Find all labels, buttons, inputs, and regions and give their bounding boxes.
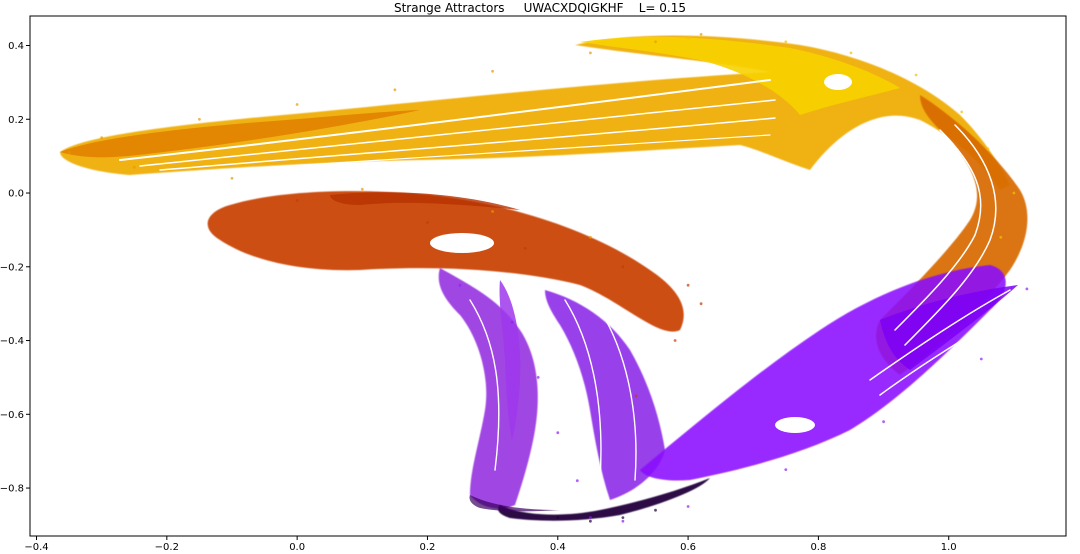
scatter-point-s3-7 xyxy=(686,505,690,508)
scatter-point-s1-6 xyxy=(1012,191,1016,195)
attractor-gap-upper-3 xyxy=(159,117,776,171)
attractor-band-middle-upper-ridge xyxy=(330,192,520,210)
scatter-point-s1-1 xyxy=(784,40,788,44)
scatter-point-s0-10 xyxy=(230,176,234,180)
scatter-point-s0-0 xyxy=(699,33,703,36)
scatter-point-s0-9 xyxy=(132,165,136,169)
scatter-point-s3-6 xyxy=(621,519,625,523)
x-tick-label-6: 0.8 xyxy=(810,542,826,553)
scatter-point-s2-2 xyxy=(523,246,527,250)
y-tick-label-2: 0.0 xyxy=(8,189,24,200)
chart-title: Strange Attractors UWACXDQIGKHF L= 0.15 xyxy=(393,1,687,15)
scatter-point-s0-13 xyxy=(589,235,592,239)
y-tick-label-0: 0.4 xyxy=(8,41,24,52)
attractor-band-lower-left-fingers xyxy=(545,290,665,500)
scatter-point-s3-9 xyxy=(882,420,885,424)
attractor-gap-lower-left-4 xyxy=(599,309,637,481)
y-tick-label-3: −0.2 xyxy=(0,262,24,273)
scatter-point-s2-0 xyxy=(295,199,299,202)
scatter-point-s2-5 xyxy=(699,302,703,306)
x-tick-label-1: −0.2 xyxy=(155,542,179,553)
attractor-gap-lower-left-3 xyxy=(564,299,602,481)
scatter-point-s0-4 xyxy=(393,88,397,92)
scatter-point-s0-11 xyxy=(360,187,364,191)
scatter-point-s3-11 xyxy=(1025,287,1029,291)
attractor-band-lower-left-lobes xyxy=(438,268,538,509)
scatter-point-s1-5 xyxy=(986,147,990,151)
scatter-points xyxy=(67,33,1029,523)
scatter-point-s1-0 xyxy=(686,36,690,40)
attractor-band-upper-orange-edge xyxy=(60,110,420,158)
attractor-band-upper-highlight xyxy=(580,36,900,115)
scatter-point-s1-3 xyxy=(914,73,918,77)
y-tick-label-4: −0.4 xyxy=(0,336,24,347)
scatter-point-s3-1 xyxy=(510,320,514,324)
scatter-point-s4-0 xyxy=(556,516,560,519)
x-tick-label-5: 0.6 xyxy=(680,542,696,553)
scatter-point-s0-2 xyxy=(589,51,592,55)
attractor-band-middle-body xyxy=(207,191,684,332)
scatter-point-s0-8 xyxy=(67,151,71,154)
attractor-gap-right-1 xyxy=(894,129,982,331)
scatter-point-s1-4 xyxy=(960,110,964,114)
attractor-fine-gaps xyxy=(119,79,1013,481)
x-tick-label-4: 0.4 xyxy=(550,542,566,553)
attractor-band-left-lobe-tip xyxy=(499,280,521,440)
scatter-point-s2-6 xyxy=(673,339,677,342)
scatter-point-s3-4 xyxy=(575,479,579,483)
attractor-band-bottom-dark-curve xyxy=(498,478,710,521)
scatter-point-s3-8 xyxy=(784,468,788,471)
y-tick-label-6: −0.8 xyxy=(0,484,24,495)
scatter-point-s1-2 xyxy=(849,51,853,55)
attractor-hole-upper-right xyxy=(824,74,852,90)
attractor-hole-middle-left xyxy=(430,233,494,253)
attractor-gap-upper-1 xyxy=(119,79,771,161)
attractor-gap-lower-right-1 xyxy=(869,289,1011,381)
scatter-point-s2-7 xyxy=(634,394,638,398)
scatter-point-s2-1 xyxy=(426,221,429,224)
scatter-point-s3-10 xyxy=(979,357,983,361)
scatter-point-s0-12 xyxy=(491,210,494,213)
scatter-point-s0-1 xyxy=(654,40,657,44)
scatter-point-s1-7 xyxy=(999,235,1003,239)
y-tick-label-1: 0.2 xyxy=(8,115,24,126)
scatter-point-s0-5 xyxy=(295,103,299,106)
attractor-gap-right-2 xyxy=(904,124,997,346)
scatter-point-s4-1 xyxy=(589,519,592,523)
x-tick-label-3: 0.2 xyxy=(420,542,436,553)
attractor-gap-lower-right-2 xyxy=(879,309,1013,396)
axes: −0.4 −0.2 0.0 0.2 0.4 0.6 0.8 1.0 0.4 0.2 0.0 −0.2 −… xyxy=(0,15,1067,553)
scatter-point-s3-3 xyxy=(556,431,560,435)
attractor-band-bottom-dark-fringe xyxy=(469,495,560,512)
attractor-hole-lower-right xyxy=(775,417,815,433)
scatter-point-s3-5 xyxy=(589,516,592,519)
scatter-point-s2-3 xyxy=(621,265,625,269)
scatter-point-s4-3 xyxy=(654,508,657,512)
x-tick-label-2: 0.0 xyxy=(289,542,305,553)
x-tick-label-0: −0.4 xyxy=(24,542,48,553)
scatter-point-s3-2 xyxy=(536,376,540,379)
scatter-point-s0-3 xyxy=(491,69,494,73)
scatter-point-s3-0 xyxy=(458,283,462,287)
plot-frame xyxy=(29,15,1067,537)
scatter-point-s0-7 xyxy=(100,136,104,140)
attractor-gap-lower-left-1 xyxy=(469,299,500,471)
scatter-point-s4-2 xyxy=(621,516,625,519)
scatter-point-s2-4 xyxy=(686,283,690,287)
y-tick-label-5: −0.6 xyxy=(0,410,24,421)
scatter-point-s0-6 xyxy=(198,117,201,121)
attractor-plot xyxy=(60,35,1028,521)
attractor-gap-lower-left-2 xyxy=(519,294,557,471)
x-tick-label-7: 1.0 xyxy=(941,542,957,553)
